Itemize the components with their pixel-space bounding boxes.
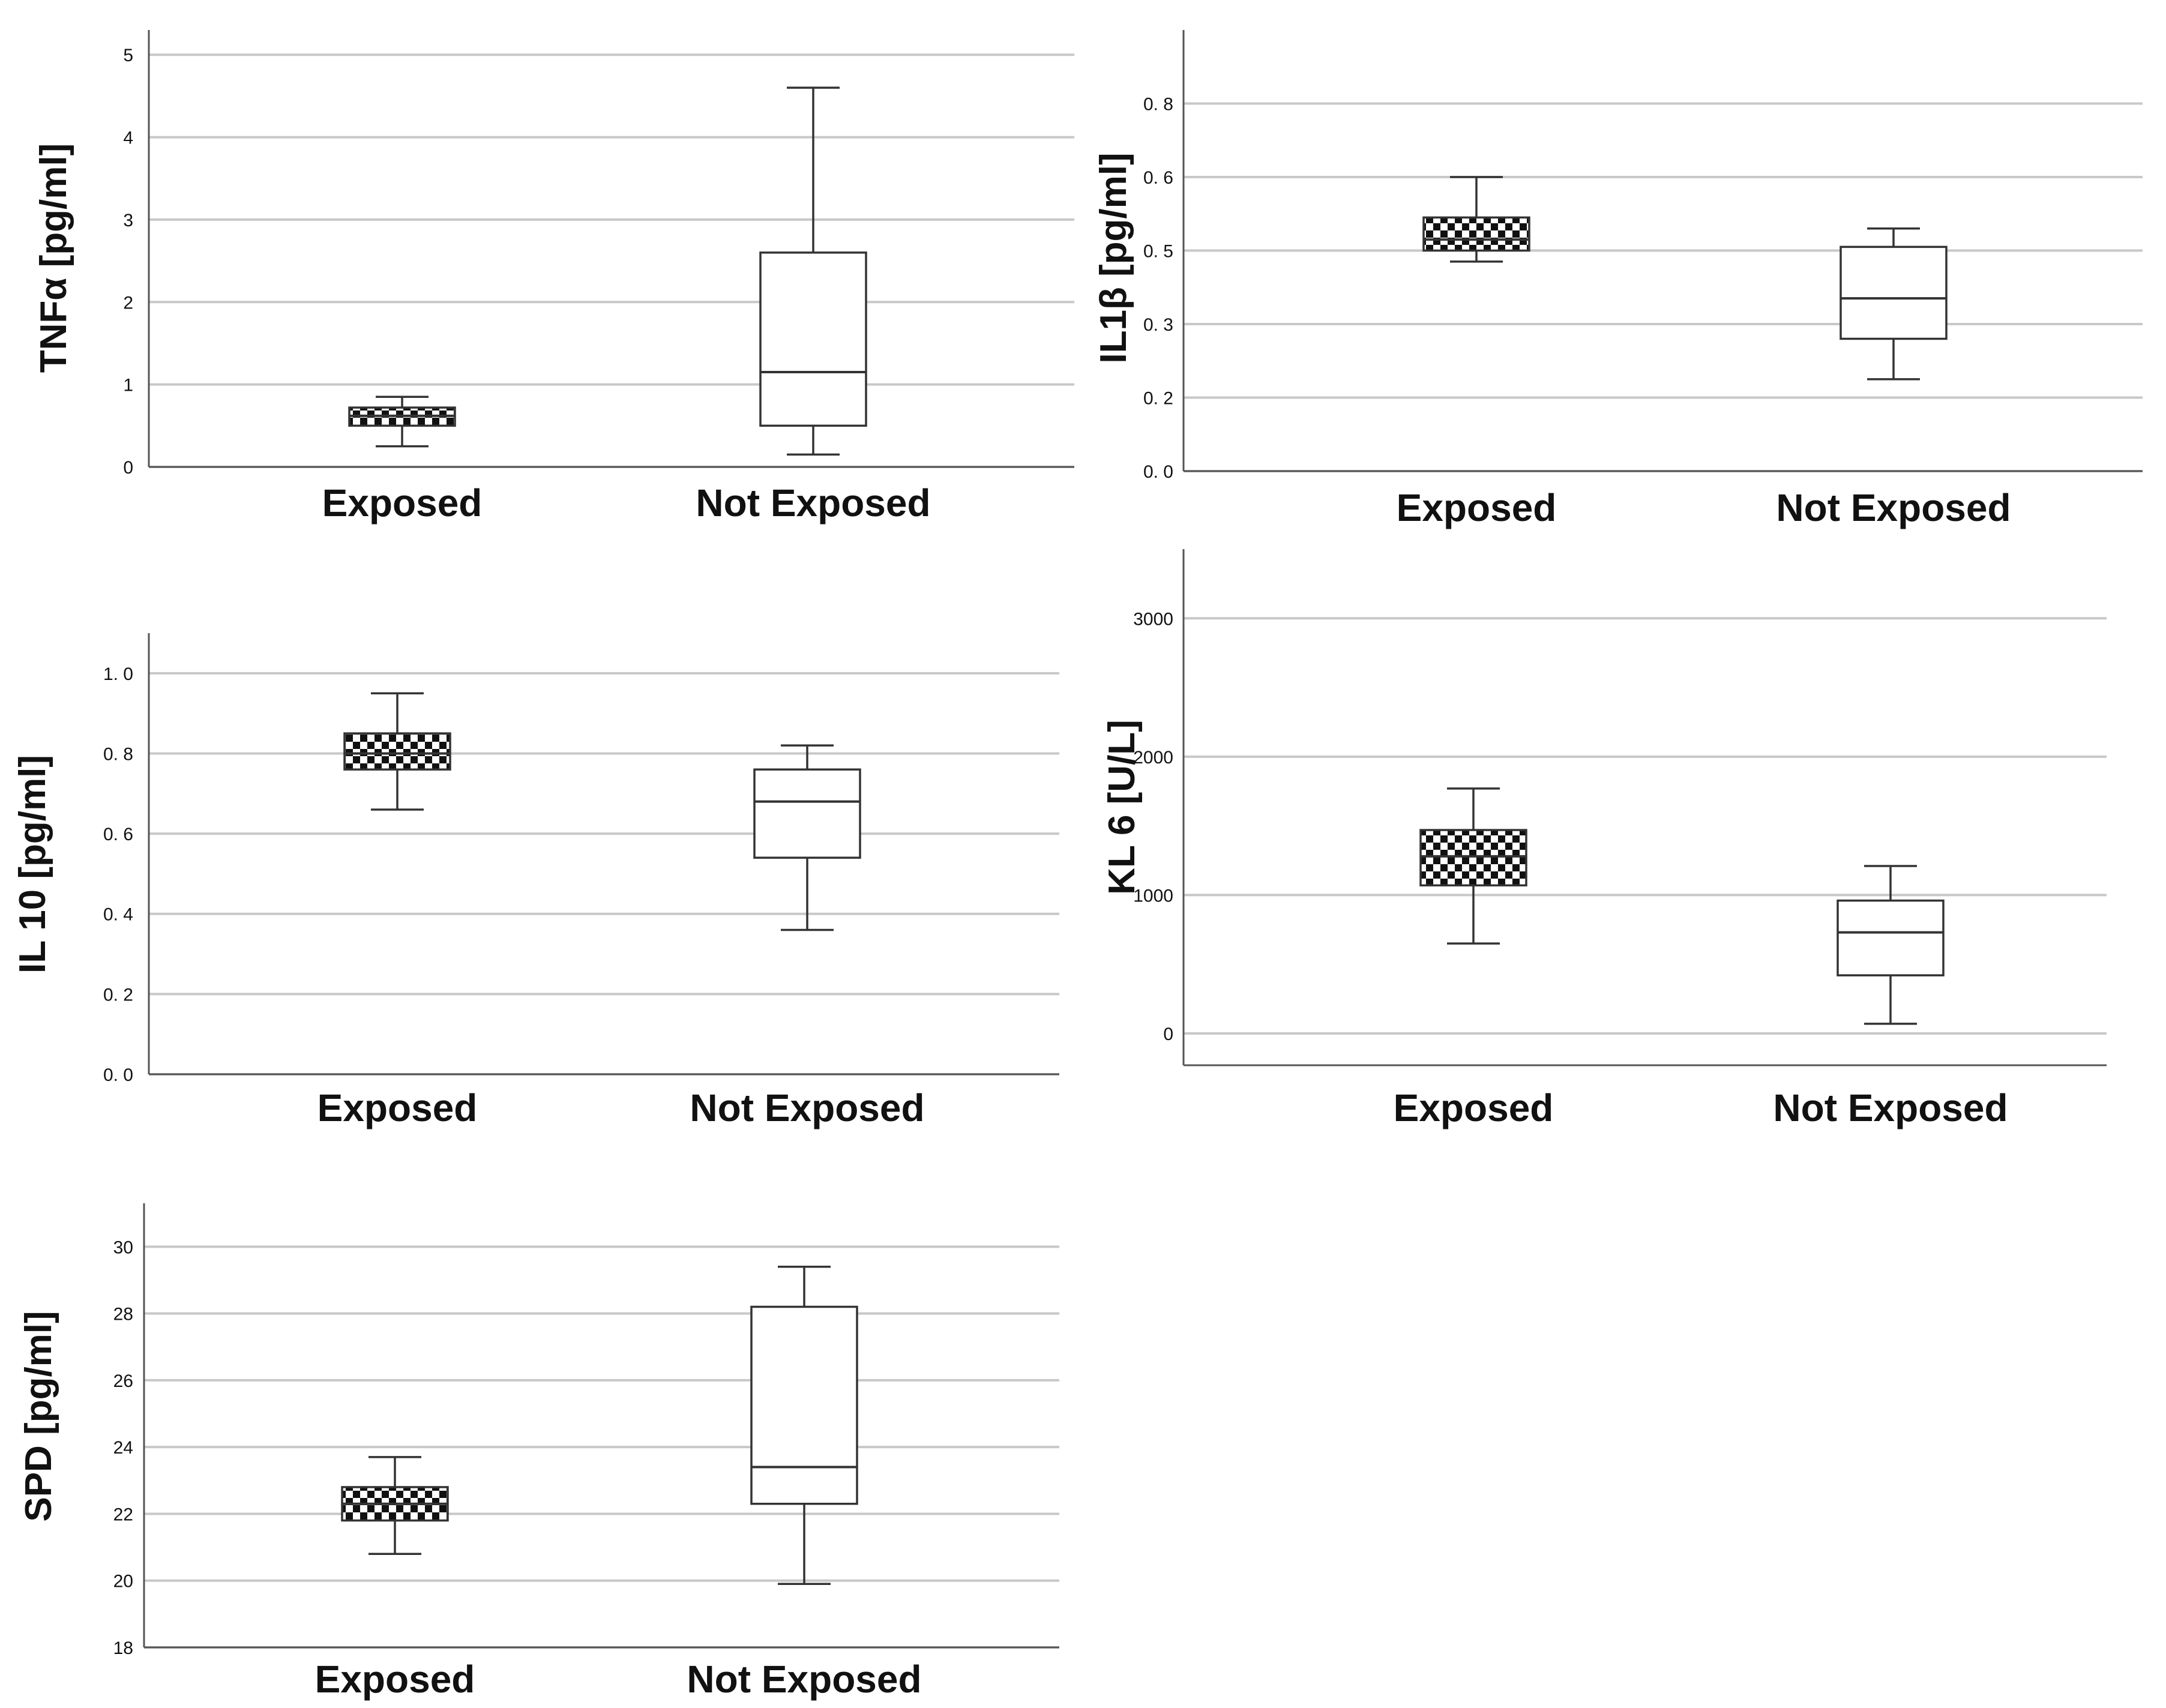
y-tick-label: 1000 xyxy=(1133,886,1173,906)
y-axis-title: TNFα [pg/ml] xyxy=(33,143,74,373)
box-plot-not-exposed xyxy=(1840,227,1948,380)
category-label: Exposed xyxy=(322,481,483,525)
category-label: Not Exposed xyxy=(690,1086,924,1129)
y-tick-label: 1. 0 xyxy=(103,664,133,684)
chart-kl6: 0 1000 2000 3000 KL 6 [U/L] Exposed Not Expose… xyxy=(1101,549,2107,1129)
y-tick-label: 0. 0 xyxy=(1143,462,1173,482)
y-tick-label: 0. 8 xyxy=(1143,95,1173,115)
y-tick-label: 22 xyxy=(113,1505,133,1524)
iqr-box xyxy=(1840,245,1948,340)
iqr-box xyxy=(1837,899,1945,976)
y-tick-label: 2000 xyxy=(1133,748,1173,768)
iqr-box xyxy=(753,768,861,859)
y-tick-label: 20 xyxy=(113,1572,133,1592)
y-tick-label: 0. 3 xyxy=(1143,315,1173,335)
y-tick-label: 4 xyxy=(123,128,133,148)
category-label: Exposed xyxy=(315,1658,475,1701)
y-tick-label: 0. 5 xyxy=(1143,242,1173,262)
category-label: Exposed xyxy=(1394,1086,1554,1129)
box-plot-not-exposed xyxy=(753,744,861,931)
y-tick-label: 5 xyxy=(123,46,133,65)
y-tick-label: 0 xyxy=(1163,1024,1173,1044)
category-label: Not Exposed xyxy=(1776,486,2011,529)
box-plot-not-exposed xyxy=(750,1265,858,1586)
category-label: Not Exposed xyxy=(1773,1086,2008,1129)
box-plot-exposed xyxy=(1419,787,1527,945)
y-tick-label: 24 xyxy=(113,1438,133,1458)
category-label: Exposed xyxy=(1397,486,1557,529)
box-plot-exposed xyxy=(341,1456,449,1555)
y-tick-label: 0. 4 xyxy=(103,905,133,925)
y-tick-label: 28 xyxy=(113,1305,133,1325)
chart-il1b: 0. 0 0. 2 0. 3 0. 5 0. 6 0. 8 IL1β [pg/ml] Expo… xyxy=(1093,30,2143,529)
y-axis-title: KL 6 [U/L] xyxy=(1101,720,1143,895)
category-label: Not Exposed xyxy=(687,1658,921,1701)
box-plot-not-exposed xyxy=(1837,865,1945,1025)
y-tick-label: 30 xyxy=(113,1237,133,1257)
iqr-box xyxy=(750,1305,858,1505)
y-axis-title: SPD [pg/ml] xyxy=(18,1311,59,1521)
y-tick-label: 2 xyxy=(123,293,133,313)
y-tick-label: 0. 2 xyxy=(1143,389,1173,409)
y-tick-label: 0. 2 xyxy=(103,985,133,1005)
y-tick-label: 0. 6 xyxy=(103,825,133,844)
chart-il10: 0. 0 0. 2 0. 4 0. 6 0. 8 1. 0 IL 10 [pg/ml] Exp… xyxy=(12,633,1059,1129)
chart-tnf: 0 1 2 3 4 5 TNFα [pg/ml] Exposed Not Exposed xyxy=(33,30,1074,525)
y-tick-label: 0. 6 xyxy=(1143,168,1173,188)
y-tick-label: 0 xyxy=(123,458,133,478)
y-tick-label: 1 xyxy=(123,376,133,395)
y-tick-label: 26 xyxy=(113,1371,133,1391)
box-plot-exposed xyxy=(1422,176,1530,263)
box-plot-not-exposed xyxy=(759,86,867,456)
y-tick-label: 18 xyxy=(113,1638,133,1658)
box-plot-exposed xyxy=(343,692,451,811)
y-axis-title: IL 10 [pg/ml] xyxy=(12,755,53,973)
y-tick-label: 0. 0 xyxy=(103,1065,133,1085)
category-label: Exposed xyxy=(317,1086,478,1129)
iqr-box xyxy=(1419,829,1527,887)
y-tick-label: 3 xyxy=(123,211,133,230)
box-plot-exposed xyxy=(348,395,456,448)
iqr-box xyxy=(343,732,451,771)
y-axis-title: IL1β [pg/ml] xyxy=(1093,152,1134,363)
y-tick-label: 0. 8 xyxy=(103,744,133,764)
y-tick-label: 3000 xyxy=(1133,609,1173,629)
category-label: Not Exposed xyxy=(696,481,930,525)
chart-spd: 18 20 22 24 26 28 30 SPD [pg/ml] Exposed Not Expo… xyxy=(18,1203,1059,1701)
iqr-box xyxy=(759,251,867,427)
iqr-box xyxy=(1422,216,1530,252)
